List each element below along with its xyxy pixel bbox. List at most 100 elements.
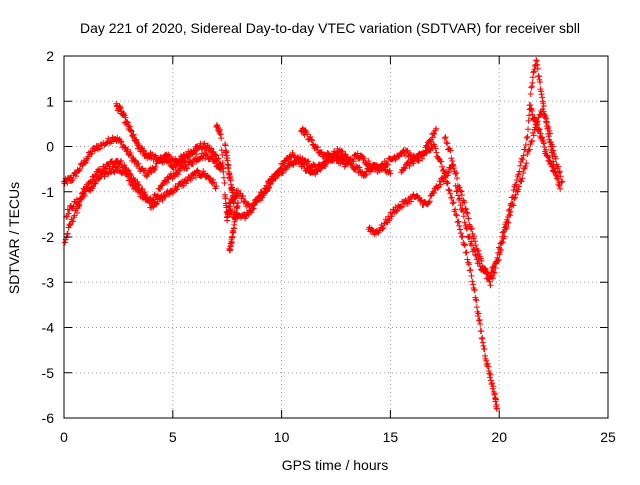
data-point (185, 154, 192, 161)
axes: 0 5 10 15 20 25 -6 -5 -4 -3 -2 -1 0 1 2 (42, 48, 616, 445)
data-point (269, 177, 276, 184)
data-point (201, 140, 208, 147)
data-point (174, 186, 181, 193)
data-point (470, 246, 477, 253)
data-point (476, 317, 483, 324)
data-point (448, 194, 455, 201)
data-point (118, 157, 125, 164)
data-point (249, 203, 256, 210)
data-point (473, 252, 480, 259)
data-point (555, 163, 562, 170)
data-point (497, 240, 504, 247)
data-point (545, 133, 552, 140)
data-point (473, 297, 480, 304)
data-point (531, 115, 538, 122)
data-point (523, 160, 530, 167)
data-point (495, 244, 502, 251)
data-point (480, 342, 487, 349)
data-point (529, 111, 536, 118)
data-point (311, 162, 318, 169)
data-point (413, 156, 420, 163)
data-point (489, 385, 496, 392)
data-point (478, 335, 485, 342)
data-point (130, 131, 137, 138)
data-point (452, 211, 459, 218)
data-point (230, 200, 237, 207)
data-point (472, 296, 479, 303)
data-point (466, 233, 473, 240)
data-point (452, 182, 459, 189)
data-point (300, 161, 307, 168)
data-point (513, 177, 520, 184)
data-point (384, 161, 391, 168)
data-point (117, 104, 124, 111)
data-point (445, 186, 452, 193)
data-point (430, 190, 437, 197)
data-point (157, 185, 164, 192)
data-point (509, 194, 516, 201)
data-point (206, 175, 213, 182)
data-point (449, 158, 456, 165)
data-point (446, 187, 453, 194)
data-point (472, 251, 479, 258)
data-point (500, 228, 507, 235)
data-point (444, 179, 451, 186)
data-point (467, 226, 474, 233)
data-point (468, 272, 475, 279)
data-point (522, 146, 529, 153)
data-point (483, 357, 490, 364)
data-point (166, 191, 173, 198)
data-point (534, 121, 541, 128)
data-point (454, 175, 461, 182)
data-point (456, 222, 463, 229)
data-point (513, 181, 520, 188)
data-point (264, 184, 271, 191)
data-series (61, 134, 226, 187)
data-point (504, 216, 511, 223)
data-point (443, 139, 450, 146)
data-point (525, 126, 532, 133)
data-point (131, 181, 138, 188)
data-point (314, 144, 321, 151)
data-series (452, 57, 557, 283)
data-point (528, 107, 535, 114)
data-point (477, 321, 484, 328)
data-point (339, 148, 346, 155)
data-point (537, 130, 544, 137)
data-point (452, 170, 459, 177)
data-point (465, 234, 472, 241)
data-series (226, 199, 242, 254)
data-point (175, 171, 182, 178)
data-point (431, 130, 438, 137)
data-point (520, 169, 527, 176)
data-point (455, 196, 462, 203)
data-point (192, 147, 199, 154)
data-point (220, 168, 227, 175)
data-point (525, 117, 532, 124)
data-point (379, 225, 386, 232)
data-point (69, 177, 76, 184)
data-point (220, 174, 227, 181)
data-point (541, 114, 548, 121)
data-point (553, 172, 560, 179)
y-tick-label: -5 (42, 365, 55, 381)
data-point (76, 198, 83, 205)
y-axis-label: SDTVAR / TECUs (6, 182, 22, 294)
data-point (459, 205, 466, 212)
data-point (433, 125, 440, 132)
data-point (213, 183, 220, 190)
data-point (445, 169, 452, 176)
data-point (470, 281, 477, 288)
data-point (127, 149, 134, 156)
data-point (500, 229, 507, 236)
data-point (380, 224, 387, 231)
data-point (508, 200, 515, 207)
data-point (442, 134, 449, 141)
data-point (475, 247, 482, 254)
data-point (475, 256, 482, 263)
data-point (488, 268, 495, 275)
data-point (463, 225, 470, 232)
data-point (444, 140, 451, 147)
data-point (406, 162, 413, 169)
data-point (96, 145, 103, 152)
